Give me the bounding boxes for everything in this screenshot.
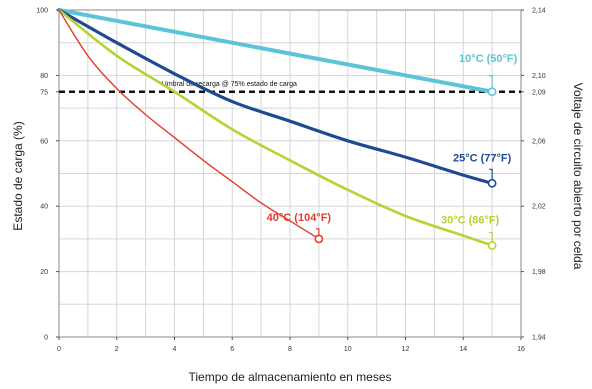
grid bbox=[59, 10, 521, 337]
series-label-3: 40°C (104°F) bbox=[267, 212, 332, 224]
x-tick-label: 4 bbox=[173, 346, 177, 353]
x-tick-label: 0 bbox=[57, 346, 61, 353]
x-tick-label: 16 bbox=[517, 346, 525, 353]
series-line-0 bbox=[57, 8, 495, 94]
y2-tick-label: 2,14 bbox=[532, 8, 546, 15]
x-tick-label: 6 bbox=[230, 346, 234, 353]
y2-tick-label: 2,10 bbox=[532, 73, 546, 80]
series-callout-1 bbox=[489, 168, 493, 180]
x-axis-title: Tiempo de almacenamiento en meses bbox=[189, 370, 392, 384]
y2-tick-label: 1,94 bbox=[532, 335, 546, 342]
y-tick-label: 20 bbox=[40, 269, 48, 276]
y2-tick-label: 2,02 bbox=[532, 204, 546, 211]
y2-axis-title: Voltaje de circuito abierto por celda bbox=[571, 83, 585, 270]
series-callout-3 bbox=[315, 228, 320, 235]
series-endpoint-3 bbox=[314, 234, 324, 244]
series-label-0: 10°C (50°F) bbox=[459, 53, 518, 65]
series-line-1 bbox=[57, 8, 494, 185]
x-axis-ticks: 0 2 4 6 8 10 12 14 16 bbox=[57, 337, 525, 353]
series-endpoint-1 bbox=[487, 178, 497, 188]
series-group: 10°C (50°F) 25°C (77°F) 30°C (86°F) 40°C (1… bbox=[57, 8, 518, 250]
x-tick-label: 10 bbox=[344, 346, 352, 353]
series-label-2: 30°C (86°F) bbox=[441, 214, 500, 226]
y-tick-label: 60 bbox=[40, 138, 48, 145]
threshold-label: Umbral de recarga @ 75% estado de carga bbox=[162, 81, 297, 88]
y2-tick-label: 2,09 bbox=[532, 89, 546, 96]
series-callout-0 bbox=[489, 75, 493, 88]
y2-axis-ticks: 1,94 1,98 2,02 2,06 2,09 2,10 2,14 bbox=[521, 8, 546, 342]
y-tick-label: 40 bbox=[40, 204, 48, 211]
series-line-3 bbox=[58, 9, 320, 240]
series-callout-2 bbox=[489, 231, 493, 242]
y-tick-label: 75 bbox=[40, 89, 48, 96]
y-tick-label: 80 bbox=[40, 73, 48, 80]
x-tick-label: 14 bbox=[459, 346, 467, 353]
y-tick-label: 0 bbox=[44, 335, 48, 342]
series-label-1: 25°C (77°F) bbox=[453, 152, 512, 164]
recharge-threshold-line: Umbral de recarga @ 75% estado de carga bbox=[59, 81, 521, 93]
x-tick-label: 8 bbox=[288, 346, 292, 353]
series-endpoint-2 bbox=[487, 241, 497, 250]
y-tick-label: 100 bbox=[36, 8, 48, 15]
series-line-2 bbox=[57, 8, 494, 247]
x-tick-label: 12 bbox=[402, 346, 410, 353]
y-axis-title: Estado de carga (%) bbox=[11, 121, 25, 230]
y2-tick-label: 2,06 bbox=[532, 138, 546, 145]
x-tick-label: 2 bbox=[115, 346, 119, 353]
y-axis-ticks: 0 20 40 60 75 80 100 bbox=[36, 8, 59, 342]
series-endpoint-0 bbox=[487, 87, 497, 97]
y2-tick-label: 1,98 bbox=[532, 269, 546, 276]
